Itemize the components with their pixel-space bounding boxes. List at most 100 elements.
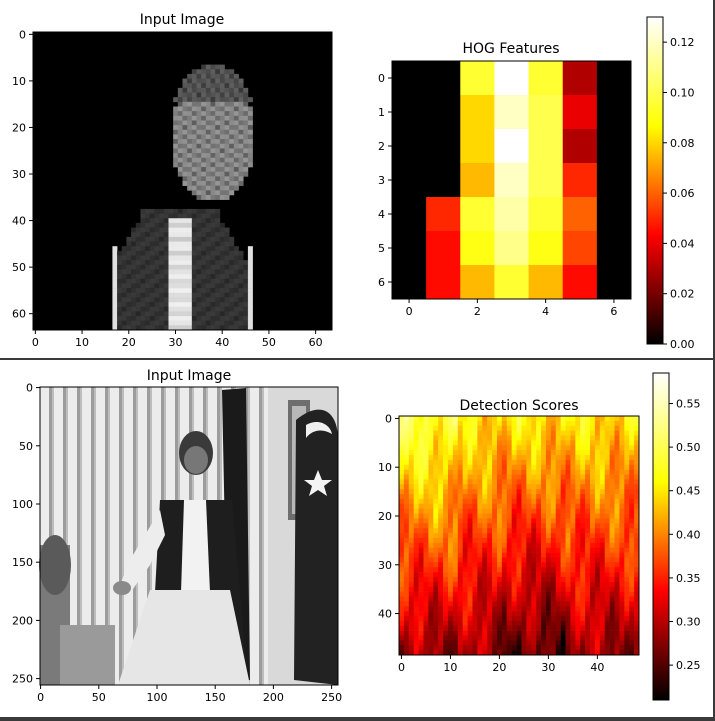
hog-cell: [426, 197, 461, 232]
detection-cell: [403, 615, 410, 622]
image-pixel: [135, 306, 141, 312]
image-pixel: [210, 255, 216, 261]
detection-cell: [487, 425, 493, 431]
detection-cell: [550, 552, 557, 558]
image-pixel: [182, 101, 188, 107]
image-pixel: [140, 306, 146, 312]
image-pixel: [159, 264, 165, 270]
detection-cell: [501, 528, 508, 534]
detection-cell: [624, 601, 630, 607]
detection-cell: [403, 464, 410, 470]
detection-cell: [521, 576, 527, 583]
image-pixel: [219, 306, 225, 312]
detection-cell: [570, 557, 576, 563]
detection-cell: [590, 498, 596, 505]
detection-cell: [477, 562, 483, 568]
detection-cell: [629, 547, 635, 553]
detection-cell: [575, 518, 581, 524]
detection-cell: [550, 615, 557, 622]
x-tick-label: 40: [215, 336, 229, 349]
detection-cell: [399, 489, 405, 495]
detection-cell: [614, 650, 620, 656]
image-pixel: [135, 255, 141, 261]
detection-cell: [545, 625, 552, 631]
image-pixel: [238, 288, 244, 294]
detection-cell: [560, 552, 566, 558]
detection-cell: [609, 450, 615, 456]
detection-cell: [521, 459, 527, 466]
detection-cell: [438, 542, 444, 548]
image-pixel: [177, 92, 183, 98]
hog-cell: [460, 129, 495, 164]
detection-cell: [447, 552, 454, 558]
colorbar-tick-label: 0.02: [670, 288, 695, 301]
detection-cell: [511, 576, 517, 583]
hog-cell: [460, 95, 495, 130]
image-pixel: [187, 213, 193, 219]
detection-cell: [477, 430, 483, 436]
image-pixel: [112, 264, 118, 270]
image-pixel: [182, 129, 188, 135]
detection-cell: [531, 489, 537, 495]
image-pixel: [238, 320, 244, 326]
detection-cell: [604, 430, 610, 436]
image-pixel: [112, 302, 118, 308]
detection-cell: [482, 542, 488, 548]
image-pixel: [187, 125, 193, 131]
detection-cell: [413, 503, 419, 509]
image-pixel: [215, 278, 221, 284]
detection-cell: [418, 581, 424, 588]
detection-cell: [609, 650, 615, 656]
detection-cell: [487, 440, 493, 446]
detection-cell: [624, 547, 630, 553]
image-pixel: [219, 101, 225, 107]
image-pixel: [117, 316, 123, 321]
image-pixel: [135, 316, 141, 321]
image-pixel: [215, 311, 221, 317]
detection-cell: [599, 494, 606, 500]
detection-cell: [580, 533, 586, 539]
image-pixel: [126, 264, 132, 270]
detection-cell: [506, 498, 512, 505]
image-pixel: [229, 190, 235, 196]
detection-cell: [629, 635, 635, 641]
detection-cell: [526, 615, 532, 622]
image-pixel: [131, 246, 137, 252]
image-pixel: [182, 311, 188, 317]
image-pixel: [145, 232, 151, 238]
y-tick-label: 30: [12, 168, 26, 181]
image-pixel: [201, 278, 207, 284]
image-pixel: [149, 241, 155, 247]
image-pixel: [163, 306, 169, 312]
image-pixel: [229, 260, 235, 266]
detection-cell: [408, 416, 414, 422]
detection-cell: [413, 508, 419, 514]
detection-cell: [594, 484, 601, 490]
detection-cell: [482, 484, 488, 490]
image-pixel: [121, 260, 127, 266]
image-pixel: [205, 241, 211, 247]
detection-cell: [594, 464, 601, 470]
hog-cell: [392, 231, 427, 266]
y-tick-label: 200: [12, 614, 33, 627]
detection-cell: [423, 474, 429, 480]
detection-cell: [555, 562, 561, 568]
detection-cell: [403, 591, 410, 597]
detection-cell: [575, 567, 581, 573]
detection-cell: [565, 586, 571, 592]
detection-cell: [399, 503, 405, 509]
detection-cell: [526, 533, 532, 539]
detection-cell: [575, 498, 581, 505]
image-pixel: [135, 311, 141, 317]
detection-cell: [634, 576, 640, 583]
detection-cell: [604, 552, 610, 558]
detection-cell: [472, 474, 478, 480]
detection-cell: [634, 450, 640, 456]
detection-cell: [545, 508, 552, 514]
detection-cell: [629, 494, 635, 500]
detection-cell: [516, 498, 522, 505]
detection-cell: [541, 430, 547, 436]
detection-cell: [408, 430, 414, 436]
detection-cell: [604, 581, 610, 588]
detection-cell: [418, 459, 424, 466]
